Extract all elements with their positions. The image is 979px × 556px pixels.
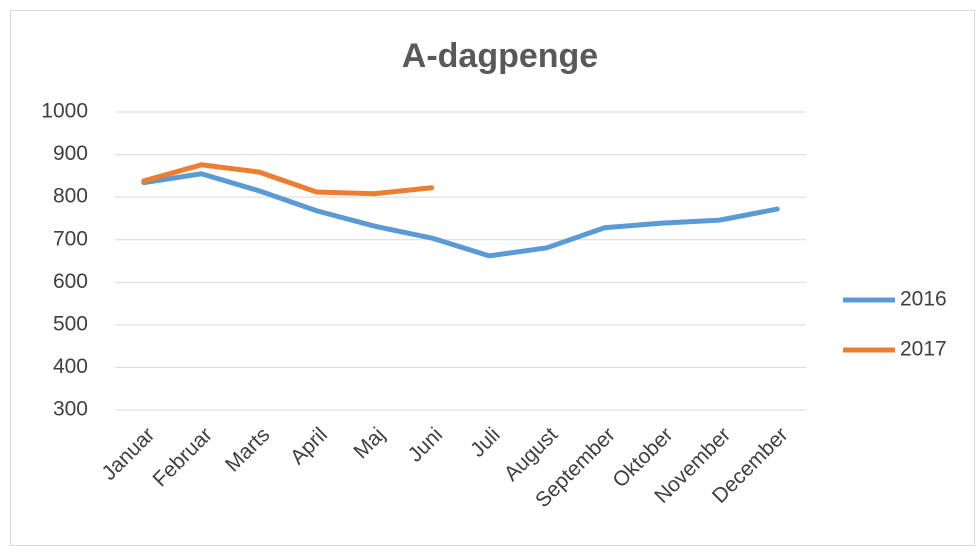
y-tick-label: 300	[53, 398, 88, 421]
y-tick-label: 1000	[41, 100, 88, 123]
chart-frame	[10, 10, 975, 546]
y-tick-label: 800	[53, 185, 88, 208]
line-series	[141, 171, 780, 259]
legend-label: 2017	[900, 338, 947, 361]
chart-title: A-dagpenge	[402, 37, 598, 75]
y-tick-label: 900	[53, 142, 88, 165]
y-tick-label: 600	[53, 270, 88, 293]
y-tick-label: 500	[53, 312, 88, 335]
legend-label: 2016	[900, 288, 947, 311]
y-tick-label: 400	[53, 355, 88, 378]
y-tick-label: 700	[53, 227, 88, 250]
line-series	[141, 162, 435, 197]
